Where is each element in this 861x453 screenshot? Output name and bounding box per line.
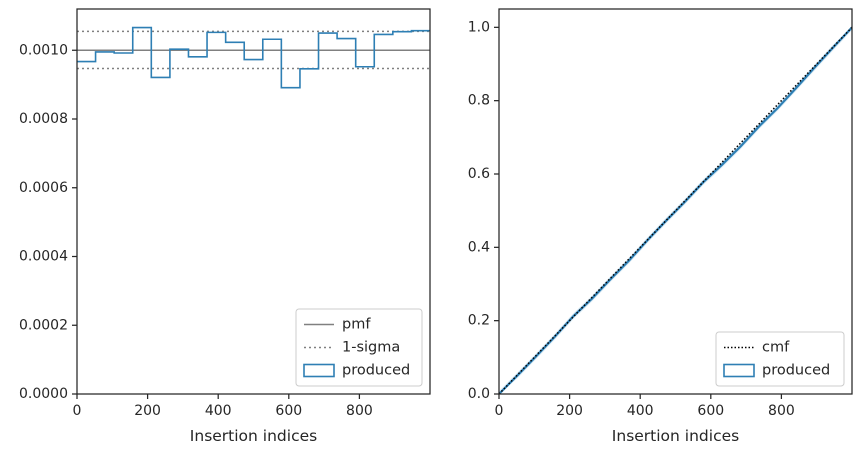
x-tick-label: 200	[556, 403, 583, 419]
legend: pmf 1-sigma produced	[295, 308, 423, 387]
y-tick-label: 0.0010	[19, 42, 68, 58]
axes-frame	[76, 8, 431, 395]
x-tick-label: 0	[495, 403, 504, 419]
x-tick-label: 400	[205, 403, 232, 419]
y-tick-label: 0.0006	[19, 180, 68, 196]
legend-label: produced	[342, 363, 410, 379]
legend-label: pmf	[342, 317, 371, 333]
plot-area	[77, 26, 430, 89]
legend-label: cmf	[762, 340, 790, 356]
legend-label: 1-sigma	[342, 340, 400, 356]
x-tick-label: 200	[134, 403, 161, 419]
cmf-line	[499, 26, 852, 394]
x-axis-label: Insertion indices	[190, 427, 317, 445]
x-tick-label: 400	[627, 403, 654, 419]
legend-box	[295, 308, 423, 387]
y-tick-label: 0.4	[468, 239, 490, 255]
cmf-panel: 0 200 400 600 800 0.0 0.2 0.4 0.6 0.8 1.0 Insertion…	[468, 8, 853, 445]
legend-label: produced	[762, 363, 830, 379]
x-axis-label: Insertion indices	[612, 427, 739, 445]
y-tick-label: 0.0002	[19, 317, 68, 333]
x-tick-label: 800	[346, 403, 373, 419]
y-tick-label: 0.0000	[19, 386, 68, 402]
axes-frame	[498, 8, 853, 395]
legend-produced-handle	[723, 363, 755, 378]
y-tick-label: 0.2	[468, 313, 490, 329]
legend: cmf produced	[715, 331, 845, 387]
y-tick-label: 0.8	[468, 93, 490, 109]
y-tick-label: 0.0	[468, 386, 490, 402]
y-tick-label: 0.0004	[19, 249, 68, 265]
x-tick-label: 800	[768, 403, 795, 419]
legend-produced-handle	[303, 363, 335, 378]
y-tick-label: 0.0008	[19, 111, 68, 127]
x-tick-label: 600	[697, 403, 724, 419]
legend-box	[715, 331, 845, 387]
y-tick-label: 0.6	[468, 166, 490, 182]
x-tick-label: 0	[73, 403, 82, 419]
produced-histogram-step	[77, 26, 430, 89]
pmf-histogram-panel: 0 200 400 600 800 0.0000 0.0002 0.0004 0.0006 0.0…	[19, 8, 431, 445]
y-tick-label: 1.0	[468, 19, 490, 35]
x-tick-label: 600	[275, 403, 302, 419]
